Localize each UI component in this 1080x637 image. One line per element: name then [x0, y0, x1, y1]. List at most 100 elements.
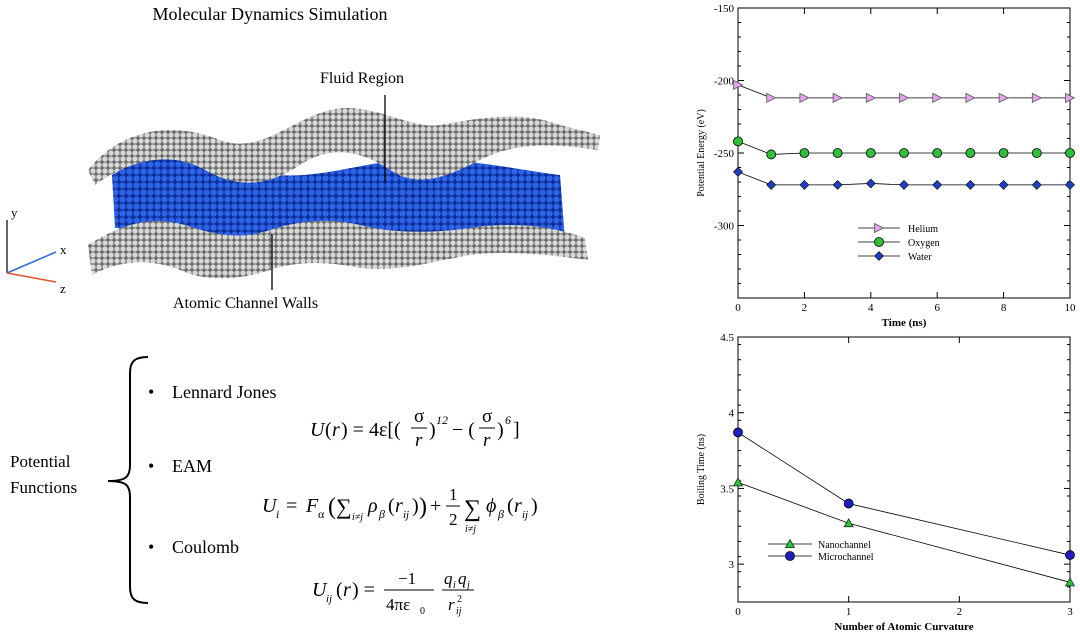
svg-text:(: (	[325, 419, 332, 441]
data-point-water	[1031, 179, 1042, 190]
x-tick-label: 2	[957, 606, 963, 618]
bullet-eam: •	[148, 456, 155, 476]
legend-marker-water	[874, 251, 884, 261]
svg-text:q: q	[458, 569, 467, 588]
legend-label-helium: Helium	[908, 224, 938, 235]
svg-text:): )	[419, 494, 427, 520]
svg-text:i: i	[276, 507, 279, 521]
svg-text:−1: −1	[398, 569, 416, 588]
svg-text:i: i	[453, 580, 456, 591]
series-line-nanochannel	[737, 481, 1071, 583]
svg-text:) =: ) =	[352, 579, 375, 601]
data-point-helium	[1031, 92, 1043, 104]
svg-text:): )	[497, 419, 504, 441]
svg-text:(: (	[388, 495, 395, 517]
data-point-helium	[899, 92, 910, 104]
bullet-coulomb: •	[148, 537, 155, 557]
y-tick-label: 4	[729, 408, 735, 420]
svg-text:r: r	[415, 430, 423, 451]
svg-text:2: 2	[449, 510, 458, 529]
potential-item-coulomb: Coulomb	[172, 537, 240, 557]
svg-text:σ: σ	[414, 406, 424, 427]
svg-text:ϕ: ϕ	[486, 495, 496, 517]
coordinate-axes	[6, 220, 57, 283]
svg-text:β: β	[497, 507, 504, 521]
lennard-jones-equation: U ( r ) = 4ε[( σ r ) 12 − ( σ r ) 6 ]	[310, 406, 520, 451]
data-point-water	[832, 179, 843, 190]
svg-text:i≠j: i≠j	[352, 512, 363, 523]
x-tick-label: 0	[735, 606, 741, 618]
data-point-water	[766, 179, 777, 190]
svg-text:− (: − (	[452, 419, 475, 441]
svg-text:(: (	[336, 579, 343, 601]
svg-text:q: q	[444, 569, 453, 588]
x-axis-label: Time (ns)	[882, 317, 927, 329]
bottom-wall-shape	[88, 220, 588, 279]
legend-label-nanochannel: Nanochannel	[818, 540, 871, 551]
y-tick-label: -200	[714, 76, 735, 88]
svg-text:1: 1	[449, 485, 458, 504]
data-point-helium	[865, 92, 877, 104]
data-point-water	[965, 179, 976, 190]
svg-text:=: =	[286, 495, 297, 517]
svg-text:(: (	[507, 495, 514, 517]
data-point-water	[799, 179, 810, 190]
x-tick-label: 3	[1067, 606, 1073, 618]
svg-text:) = 4ε[(: ) = 4ε[(	[341, 419, 401, 441]
x-tick-label: 6	[934, 302, 940, 314]
y-axis-label: Boiling Time (ns)	[696, 434, 707, 505]
data-point-oxygen	[998, 148, 1009, 158]
y-tick-label: 3	[729, 559, 735, 571]
x-tick-label: 1	[846, 606, 852, 618]
data-point-oxygen	[865, 148, 876, 158]
bullet-lennard-jones: •	[148, 382, 155, 402]
data-point-helium	[799, 92, 810, 104]
series-line-microchannel	[737, 432, 1071, 556]
svg-text:2: 2	[457, 594, 462, 605]
svg-text:F: F	[305, 495, 319, 517]
plot-frame	[737, 336, 1071, 603]
data-point-oxygen	[965, 148, 976, 158]
svg-text:r: r	[395, 495, 403, 517]
data-point-oxygen	[932, 148, 943, 158]
data-point-water	[1065, 179, 1075, 190]
data-point-oxygen	[1031, 148, 1042, 158]
z-axis-arrow	[6, 272, 57, 283]
potential-functions-label-line1: Potential	[10, 452, 71, 471]
y-axis-letter: y	[11, 205, 18, 220]
svg-text:r: r	[514, 495, 522, 517]
y-tick-label: 3.5	[720, 483, 734, 495]
legend-marker-oxygen	[874, 237, 884, 247]
potential-functions-label-line2: Functions	[10, 478, 78, 497]
svg-text:ij: ij	[326, 593, 332, 605]
x-tick-label: 4	[868, 302, 874, 314]
data-point-nanochannel	[732, 477, 744, 487]
boiling-time-chart: 3 3.5 4 4.5 0 1 2 3 Number of Atomic Curvature Bo…	[696, 332, 1076, 633]
data-point-nanochannel	[843, 518, 854, 528]
data-point-nanochannel	[1064, 577, 1076, 587]
x-axis-label: Number of Atomic Curvature	[834, 621, 973, 633]
svg-text:i≠j: i≠j	[465, 524, 476, 535]
svg-text:σ: σ	[482, 406, 492, 427]
svg-text:12: 12	[436, 413, 448, 427]
x-tick-label: 10	[1065, 302, 1077, 314]
data-point-helium	[733, 79, 744, 90]
svg-text:r: r	[483, 430, 491, 451]
x-tick-label: 2	[802, 302, 808, 314]
svg-text:ij: ij	[456, 606, 462, 617]
curly-brace	[107, 356, 149, 604]
svg-text:U: U	[312, 579, 328, 601]
y-tick-label: -300	[714, 221, 735, 233]
svg-text:): )	[412, 495, 419, 517]
x-tick-label: 0	[735, 302, 741, 314]
z-axis-letter: z	[60, 281, 66, 296]
legend-label-oxygen: Oxygen	[908, 238, 940, 249]
data-point-oxygen	[832, 148, 843, 158]
data-point-water	[865, 178, 876, 189]
potential-item-lennard-jones: Lennard Jones	[172, 382, 277, 402]
data-point-oxygen	[733, 136, 743, 147]
svg-text:U: U	[262, 495, 278, 517]
svg-text:(: (	[328, 494, 336, 520]
y-axis-label: Potential Energy (eV)	[696, 109, 707, 197]
legend-marker-helium	[874, 222, 885, 234]
